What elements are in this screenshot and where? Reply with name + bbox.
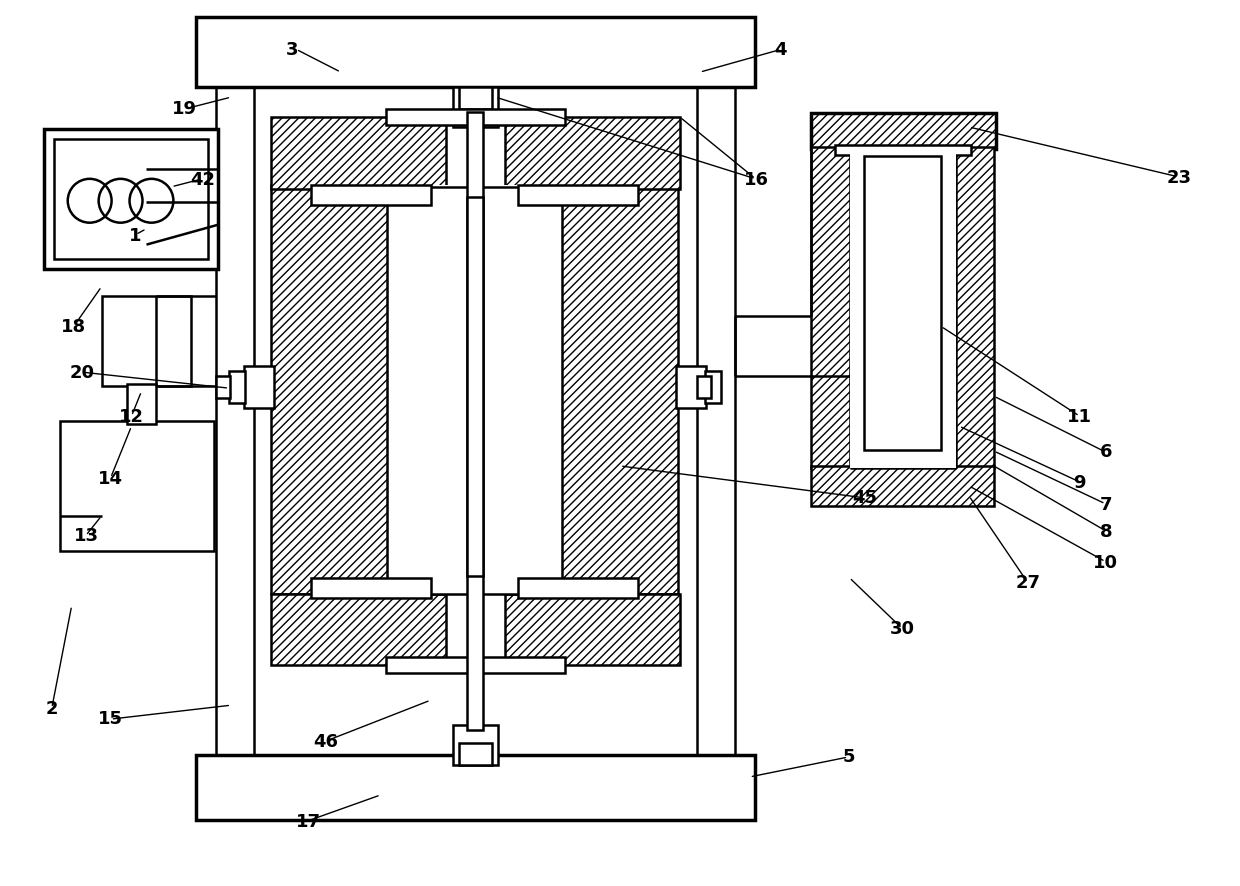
Bar: [272, 185, 388, 594]
Bar: [560, 185, 678, 594]
Text: 1: 1: [129, 227, 141, 245]
Text: 15: 15: [98, 710, 123, 727]
Bar: [811, 466, 993, 506]
Text: 10: 10: [1094, 553, 1118, 571]
Bar: [229, 372, 246, 404]
Bar: [311, 578, 430, 598]
Text: 2: 2: [45, 699, 57, 717]
Bar: [811, 114, 996, 150]
Text: 27: 27: [1016, 573, 1040, 592]
Bar: [43, 130, 218, 269]
Text: 23: 23: [1167, 169, 1192, 187]
Bar: [467, 198, 484, 576]
Bar: [506, 118, 680, 190]
Text: 20: 20: [69, 363, 94, 381]
Text: 6: 6: [1100, 443, 1112, 461]
Text: 14: 14: [98, 470, 123, 487]
Text: 16: 16: [744, 171, 769, 189]
Text: 46: 46: [314, 733, 339, 750]
Text: 42: 42: [190, 171, 215, 189]
Bar: [811, 148, 852, 469]
Text: 12: 12: [119, 408, 144, 425]
Text: 45: 45: [852, 489, 877, 507]
Bar: [518, 185, 637, 206]
Bar: [851, 148, 956, 469]
Text: 13: 13: [73, 527, 98, 545]
Bar: [836, 146, 971, 156]
Bar: [311, 185, 430, 206]
Text: 18: 18: [61, 317, 87, 336]
Bar: [954, 148, 993, 469]
Text: 5: 5: [842, 748, 854, 766]
Bar: [216, 88, 254, 820]
Bar: [387, 185, 562, 594]
Bar: [697, 88, 734, 820]
Bar: [102, 297, 191, 387]
Bar: [676, 367, 706, 408]
Text: 11: 11: [1068, 408, 1092, 425]
Text: 8: 8: [1100, 523, 1112, 540]
Bar: [60, 422, 215, 551]
Bar: [216, 377, 231, 399]
Bar: [704, 372, 720, 404]
Text: 30: 30: [889, 619, 914, 637]
Text: 7: 7: [1100, 496, 1112, 514]
Bar: [453, 88, 498, 128]
Bar: [244, 367, 274, 408]
Bar: [272, 594, 445, 665]
Bar: [386, 657, 565, 673]
Bar: [386, 110, 565, 126]
Bar: [459, 88, 492, 110]
Bar: [697, 377, 711, 399]
Bar: [196, 755, 755, 820]
Bar: [53, 140, 208, 260]
Bar: [518, 578, 637, 598]
Text: 19: 19: [172, 100, 197, 118]
Bar: [453, 726, 498, 766]
Bar: [272, 118, 445, 190]
Text: 9: 9: [1074, 474, 1086, 492]
Text: 4: 4: [775, 41, 787, 59]
Text: 17: 17: [296, 812, 321, 830]
Bar: [506, 594, 680, 665]
Bar: [126, 385, 156, 424]
Bar: [467, 113, 484, 730]
Bar: [864, 157, 941, 450]
Text: 3: 3: [286, 41, 299, 59]
Bar: [459, 743, 492, 766]
Bar: [196, 19, 755, 88]
